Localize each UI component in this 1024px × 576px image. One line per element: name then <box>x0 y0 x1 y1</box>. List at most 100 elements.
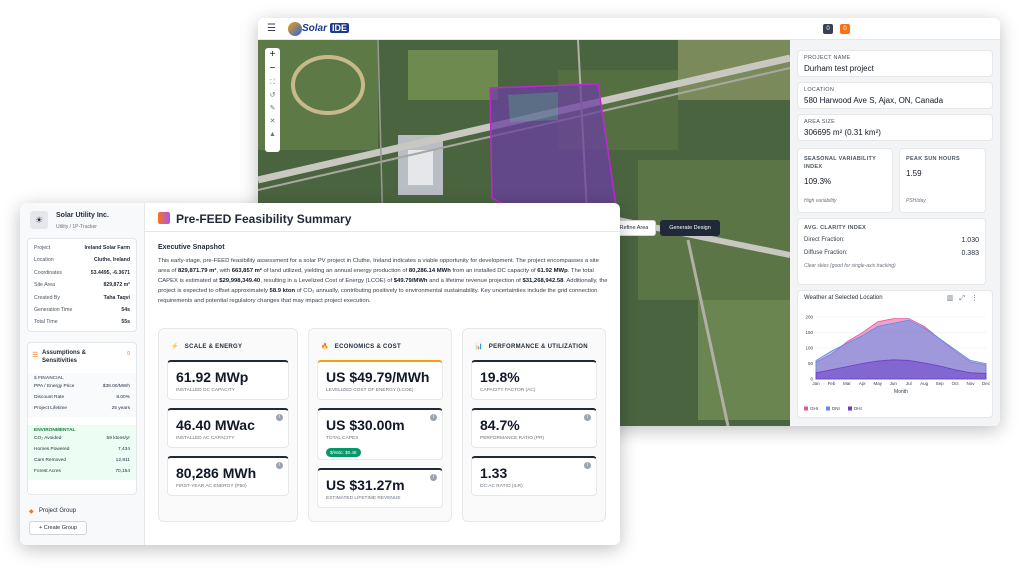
zoom-out-button[interactable]: − <box>269 63 276 74</box>
info-icon[interactable]: i <box>584 462 591 469</box>
row-value: 7,434 <box>117 447 130 452</box>
info-label: Generation Time <box>34 307 73 314</box>
stat-note: High variability <box>804 198 837 204</box>
info-icon[interactable]: i <box>430 474 437 481</box>
legend-swatch <box>848 406 852 411</box>
stat-value: 1.59 <box>906 169 922 178</box>
x-tick-label: Oct <box>952 381 960 386</box>
metric-badge: $/Wdc: $0.48 <box>326 448 361 457</box>
info-label: Coordinates <box>34 269 62 276</box>
x-tick-label: Jun <box>890 381 898 386</box>
info-icon[interactable]: i <box>430 414 437 421</box>
stat-label: PEAK SUN HOURS <box>906 156 961 162</box>
column-title: SCALE & ENERGY <box>184 344 243 350</box>
clarity-row: Diffuse Fraction: 0.383 <box>804 250 979 257</box>
info-icon[interactable]: i <box>584 414 591 421</box>
assumptions-title: Assumptions & Sensitivities <box>42 350 87 364</box>
row-label: Homes Powered <box>34 447 70 452</box>
metric-value: US $30.00m <box>326 417 405 433</box>
field-value: 580 Harwood Ave S, Ajax, ON, Canada <box>804 96 944 105</box>
paragraph-text: , with <box>216 268 232 274</box>
x-tick-label: Mar <box>843 381 851 386</box>
legend-label: DHI <box>854 406 862 411</box>
menu-icon[interactable]: ☰ <box>267 23 276 34</box>
highlight-text: $49.79/MWh <box>393 278 428 284</box>
y-tick-label: 100 <box>805 346 813 351</box>
paragraph-text: . The total CAPEX is estimated at <box>158 268 594 284</box>
environmental-row: Forest Acres 70,154 <box>28 466 136 477</box>
row-value: 70,154 <box>115 469 130 474</box>
environmental-row: Cars Removed 12,811 <box>28 455 136 466</box>
metric-value: 61.92 MWp <box>176 369 249 385</box>
info-icon[interactable]: i <box>276 414 283 421</box>
info-row: Project Ireland Solar Farm <box>28 242 136 254</box>
create-group-button[interactable]: + Create Group <box>29 521 87 535</box>
metric-column: 📊 PERFORMANCE & UTILIZATION 19.8% CAPACITY … <box>462 328 606 522</box>
column-header: ⚡ SCALE & ENERGY <box>171 343 289 350</box>
metric-card: i 46.40 MWac INSTALLED AC CAPACITY <box>167 408 289 448</box>
badge[interactable]: 0 <box>840 24 850 34</box>
x-tick-label: Nov <box>967 381 976 386</box>
environmental-title: ENVIRONMENTAL <box>34 428 76 433</box>
paragraph-text: from an installed DC capacity of <box>450 268 538 274</box>
summary-title: Pre-FEED Feasibility Summary <box>176 212 352 226</box>
weather-chart: 0 50 100 150 200 Jan Feb Mar Apr May Jun Jul Aug Sep O… <box>804 315 991 411</box>
column-header: 🔥 ECONOMICS & COST <box>321 343 443 350</box>
field-card: PROJECT NAME Durham test project <box>797 50 993 77</box>
x-tick-label: Jan <box>812 381 820 386</box>
project-panel: PROJECT NAME Durham test project LOCATION 5… <box>790 40 1000 426</box>
financial-row: PPA / Energy Price $38.00/MWh <box>28 381 136 392</box>
row-label: PPA / Energy Price <box>34 384 75 389</box>
metric-label: ESTIMATED LIFETIME REVENUE <box>326 496 401 501</box>
info-value: 53.4495, -6.3671 <box>90 269 130 276</box>
column-title: ECONOMICS & COST <box>334 344 401 350</box>
field-card: AREA SIZE 306695 m² (0.31 km²) <box>797 114 993 141</box>
metric-value: 19.8% <box>480 369 520 385</box>
assumptions-card: ☰ Assumptions & Sensitivities 0 $ FINANCIAL… <box>27 342 137 495</box>
info-row: Coordinates 53.4495, -6.3671 <box>28 267 136 279</box>
field-label: LOCATION <box>804 87 835 93</box>
info-label: Project <box>34 245 51 251</box>
paragraph-text: , resulting in a Levelized Cost of Energ… <box>260 278 394 284</box>
draw-tools[interactable]: ⛶ ↺ ✎ ✕ ▲ <box>269 79 276 138</box>
row-label: Forest Acres <box>34 469 61 474</box>
column-icon: 🔥 <box>321 344 329 350</box>
y-tick-label: 150 <box>805 330 813 335</box>
row-value: 8.00% <box>116 395 130 400</box>
highlight-text: 58.9 kton <box>269 288 296 294</box>
info-value: Cluthe, Ireland <box>93 257 130 264</box>
field-card: LOCATION 580 Harwood Ave S, Ajax, ON, Can… <box>797 82 993 109</box>
info-icon[interactable]: i <box>276 462 283 469</box>
clarity-row-label: Direct Fraction: <box>804 237 845 243</box>
chart-toolbar[interactable]: ▥⤢⋮ <box>946 295 984 302</box>
zoom-in-button[interactable]: + <box>269 49 276 60</box>
metric-value: 80,286 MWh <box>176 465 257 481</box>
project-group: Project Group ◆ + Create Group <box>27 505 137 541</box>
highlight-text: 663,857 m² <box>231 268 262 274</box>
clarity-label: AVG. CLARITY INDEX <box>804 225 867 231</box>
assumptions-badge: 0 <box>127 351 130 357</box>
metric-label: CAPACITY FACTOR (AC) <box>480 388 536 393</box>
legend-swatch <box>804 406 808 411</box>
stat-label: SEASONAL VARIABILITY INDEX <box>804 156 877 170</box>
y-tick-label: 50 <box>808 361 814 366</box>
metric-label: TOTAL CAPEX <box>326 436 359 441</box>
company-logo: ☀ <box>30 211 48 229</box>
clarity-row-value: 1.030 <box>961 237 979 244</box>
badge[interactable]: 0 <box>823 24 833 34</box>
row-label: Project Lifetime <box>34 406 68 411</box>
x-axis-label: Month <box>894 389 908 395</box>
generate-design-button[interactable]: Generate Design <box>660 220 720 236</box>
metric-label: LEVELIZED COST OF ENERGY (LCOE) <box>326 388 414 393</box>
financial-row: Project Lifetime 25 years <box>28 403 136 414</box>
row-value: 59 ktons/yr <box>106 436 130 441</box>
legend-label: DNI <box>832 406 840 411</box>
sidebar: ☀ Solar Utility Inc. Utility / 1P-Tracke… <box>20 203 145 545</box>
row-label: Discount Rate <box>34 395 65 400</box>
highlight-text: 829,871.79 m² <box>177 268 217 274</box>
row-label: Cars Removed <box>34 458 66 463</box>
x-tick-label: Jul <box>906 381 912 386</box>
metric-card: i US $31.27m ESTIMATED LIFETIME REVENUE <box>317 468 443 508</box>
summary-window: ☀ Solar Utility Inc. Utility / 1P-Tracke… <box>20 203 620 545</box>
